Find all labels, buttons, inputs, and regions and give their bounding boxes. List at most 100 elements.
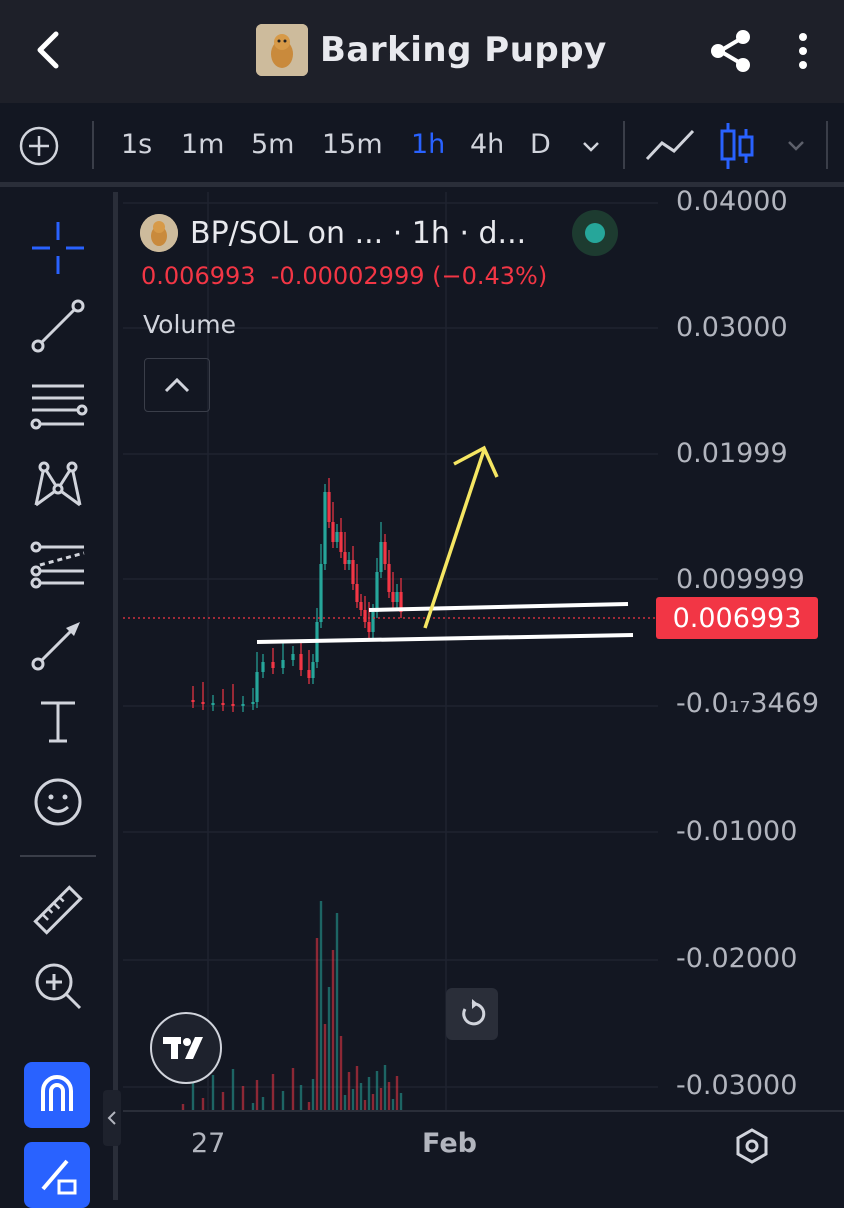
fib-retracement-tool[interactable] — [22, 376, 94, 436]
market-status-indicator[interactable] — [572, 210, 618, 256]
candle-body — [201, 702, 205, 704]
volume-bar — [343, 1095, 347, 1110]
chevron-down-icon — [583, 142, 599, 152]
emoji-tool[interactable] — [22, 772, 94, 832]
candle-body — [391, 592, 395, 602]
pattern-tool[interactable] — [22, 455, 94, 515]
volume-bar — [355, 1066, 359, 1110]
candle-body — [261, 662, 265, 672]
add-indicator-button[interactable] — [18, 125, 60, 167]
volume-bar — [323, 1024, 327, 1110]
candle-body — [231, 704, 235, 706]
volume-bar — [375, 1071, 379, 1110]
price-axis-label: 0.009999 — [676, 564, 805, 595]
volume-bar — [327, 987, 331, 1110]
measure-tool[interactable] — [22, 880, 94, 940]
candle-body — [299, 654, 303, 670]
candle-body — [339, 532, 343, 552]
candle-body — [355, 584, 359, 602]
timeframe-1m[interactable]: 1m — [181, 129, 225, 160]
share-button[interactable] — [706, 26, 756, 76]
volume-bar — [191, 1081, 195, 1110]
chart-type-dropdown[interactable] — [784, 133, 808, 157]
plus-circle-icon — [19, 126, 59, 166]
timeframe-4h[interactable]: 4h — [470, 129, 505, 160]
volume-bar — [371, 1094, 375, 1110]
candles-chart-type-button[interactable] — [718, 119, 756, 173]
last-price-label: 0.006993 — [656, 597, 818, 639]
annotation-arrow-head — [453, 445, 499, 478]
volume-indicator-label[interactable]: Volume — [143, 310, 236, 339]
time-axis-label: Feb — [422, 1128, 477, 1159]
price-chart[interactable] — [123, 192, 844, 1110]
pencil-lock-icon — [41, 1159, 77, 1195]
timeframe-d[interactable]: D — [530, 129, 551, 160]
volume-bar — [391, 1099, 395, 1110]
header-title-group: Barking Puppy — [256, 22, 607, 78]
zoom-tool[interactable] — [22, 956, 94, 1016]
timeframe-15m[interactable]: 15m — [322, 129, 383, 160]
candle-body — [241, 704, 245, 706]
support-line — [256, 633, 634, 644]
text-tool[interactable] — [22, 692, 94, 752]
volume-bar — [307, 1102, 311, 1110]
price-axis-label: -0.01000 — [676, 816, 798, 847]
candle-body — [367, 622, 371, 632]
candle-body — [375, 572, 379, 612]
time-axis[interactable] — [123, 1110, 844, 1200]
candle-body — [371, 612, 375, 632]
candle-body — [319, 564, 323, 622]
text-icon — [41, 701, 75, 743]
candle-body — [347, 560, 351, 564]
arrow-tool[interactable] — [22, 614, 94, 674]
symbol-title[interactable]: BP/SOL on ... · 1h · d... — [190, 215, 527, 251]
line-chart-type-button[interactable] — [644, 125, 696, 167]
collapse-toolbar-tab[interactable] — [103, 1090, 121, 1146]
chevron-down-icon — [788, 141, 804, 151]
volume-bar — [351, 1089, 355, 1110]
timeframe-1h[interactable]: 1h — [411, 129, 446, 160]
price-axis-label: 0.03000 — [676, 312, 788, 343]
toolbar-divider — [92, 121, 94, 169]
candle-body — [359, 602, 363, 610]
status-dot — [585, 223, 605, 243]
candle-body — [271, 662, 275, 668]
collapse-legend-button[interactable] — [144, 358, 210, 412]
candle-body — [281, 660, 285, 668]
volume-bar — [395, 1076, 399, 1110]
back-button[interactable] — [22, 22, 72, 78]
lock-drawings-button[interactable] — [24, 1142, 90, 1208]
annotation-arrow-shaft — [423, 449, 486, 629]
hexagon-settings-icon — [736, 1128, 768, 1164]
candle-body — [379, 542, 383, 572]
crosshair-icon — [32, 222, 84, 274]
chart-settings-button[interactable] — [730, 1124, 774, 1168]
candle-body — [335, 532, 339, 542]
candle-body — [395, 592, 399, 602]
chart-canvas — [123, 192, 658, 1110]
crosshair-tool[interactable] — [22, 218, 94, 278]
volume-bar — [255, 1080, 259, 1110]
volume-bar — [339, 1036, 343, 1110]
smile-icon — [34, 778, 82, 826]
app-header — [0, 0, 844, 103]
volume-bar — [221, 1092, 225, 1110]
candle-body — [211, 703, 215, 705]
reset-chart-button[interactable] — [446, 988, 498, 1040]
ruler-icon — [33, 885, 83, 935]
tradingview-logo[interactable] — [150, 1012, 222, 1084]
page-title: Barking Puppy — [320, 30, 607, 70]
volume-bar — [231, 1069, 235, 1110]
candle-body — [323, 492, 327, 564]
timeframe-1s[interactable]: 1s — [121, 129, 153, 160]
volume-bar — [251, 1103, 255, 1110]
volume-bar — [241, 1086, 245, 1110]
trend-line-tool[interactable] — [22, 296, 94, 356]
volume-bar — [347, 1072, 351, 1110]
volume-bar — [319, 901, 323, 1110]
timeframe-5m[interactable]: 5m — [251, 129, 295, 160]
magnet-mode-button[interactable] — [24, 1062, 90, 1128]
more-options-button[interactable] — [786, 26, 820, 76]
timeframe-dropdown[interactable] — [578, 133, 604, 159]
forecast-tool[interactable] — [22, 535, 94, 595]
